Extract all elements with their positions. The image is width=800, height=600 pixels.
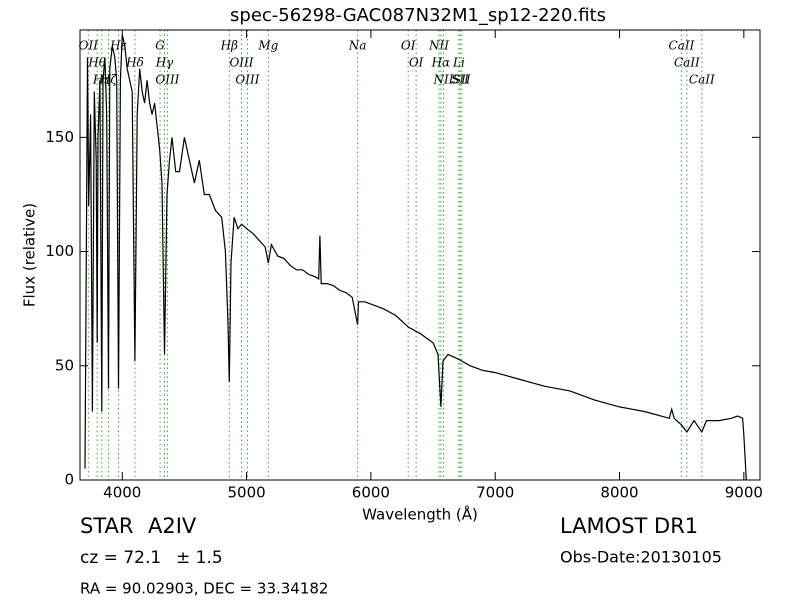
spectral-line-label: Hγ (155, 56, 174, 70)
x-tick-label: 5000 (227, 484, 265, 502)
spectral-line-label: Hη (92, 73, 111, 87)
x-tick-label: 6000 (352, 484, 390, 502)
x-tick-label: 7000 (476, 484, 514, 502)
spectral-line-label: Hα (431, 56, 451, 70)
spectral-line-label: OII (79, 39, 99, 53)
survey: LAMOST DR1 (560, 514, 698, 538)
redshift: cz = 72.1 (80, 548, 161, 568)
y-axis-label: Flux (relative) (21, 203, 39, 307)
coordinates: RA = 90.02903, DEC = 33.34182 (80, 580, 328, 598)
obs-date: Obs-Date:20130105 (560, 548, 722, 567)
spectral-line-label: CaII (674, 56, 700, 70)
spectral-line-label: Hδ (125, 56, 144, 70)
spectral-line-label: OI (401, 39, 416, 53)
spectral-line-label: OIII (155, 73, 179, 87)
subclass: A2IV (148, 514, 197, 538)
spectral-line-label: Hβ (220, 39, 238, 53)
x-tick-label: 4000 (103, 484, 141, 502)
spectral-line-label: OIII (235, 73, 259, 87)
spectral-line-label: Mg (257, 39, 278, 53)
y-tick-label: 50 (55, 356, 74, 374)
y-tick-label: 100 (45, 242, 74, 260)
y-tick-label: 150 (45, 128, 74, 146)
object-class: STAR (80, 514, 133, 538)
spectral-line-label: G (155, 39, 165, 53)
spectral-line-label: NII (433, 73, 454, 87)
x-tick-label: 9000 (725, 484, 763, 502)
spectral-line-label: SII (451, 73, 469, 87)
y-tick-label: 0 (64, 471, 74, 489)
spectral-line-label: Li (452, 56, 465, 70)
spectral-line-label: OI (409, 56, 424, 70)
plot-frame (79, 29, 761, 481)
spectral-line-label: SII (453, 73, 471, 87)
spectral-line-label: NII (428, 39, 449, 53)
spectral-line-label: Na (348, 39, 367, 53)
chart-title: spec-56298-GAC087N32M1_sp12-220.fits (230, 5, 606, 26)
spectrum-line (84, 34, 747, 480)
spectral-line-label: OIII (229, 56, 253, 70)
x-tick-label: 8000 (600, 484, 638, 502)
redshift-error: ± 1.5 (176, 548, 223, 568)
spectral-line-label: Hζ (99, 73, 118, 87)
spectral-line-label: CaII (669, 39, 695, 53)
spectral-line-label: CaII (689, 73, 715, 87)
x-axis-label: Wavelength (Å) (362, 505, 478, 524)
